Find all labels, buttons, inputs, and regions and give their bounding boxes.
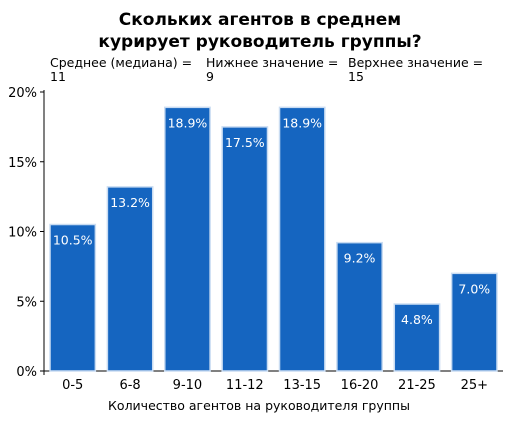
bar <box>49 223 97 372</box>
x-tick-label: 25+ <box>461 378 488 393</box>
stat-upper: Верхнее значение = 15 <box>348 56 483 84</box>
y-tick-label: 20% <box>8 86 37 101</box>
y-tick-label: 0% <box>16 365 37 380</box>
stat-upper-label: Верхнее значение = <box>348 55 484 70</box>
chart-title-line-1: Скольких агентов в среднем <box>118 10 402 30</box>
bar-value-label: 18.9% <box>282 115 322 130</box>
stat-upper-value: 15 <box>348 69 364 84</box>
stat-lower-value: 9 <box>206 69 214 84</box>
y-tick-label: 15% <box>8 156 37 171</box>
chart-title-line-2: курирует руководитель группы? <box>98 32 422 52</box>
bar-value-label: 9.2% <box>344 251 376 266</box>
y-tick-label: 10% <box>8 226 37 241</box>
stat-median-label: Среднее (медиана) = <box>50 55 193 70</box>
bar-value-label: 10.5% <box>53 233 93 248</box>
stat-median: Среднее (медиана) = 11 <box>50 56 192 84</box>
bar <box>106 186 154 372</box>
bar-value-label: 18.9% <box>168 115 208 130</box>
bar-value-label: 4.8% <box>401 312 433 327</box>
x-tick-label: 13-15 <box>283 378 321 393</box>
bar <box>393 303 441 372</box>
x-tick-label: 9-10 <box>173 378 203 393</box>
bar-value-label: 7.0% <box>458 281 490 296</box>
x-tick-label: 0-5 <box>62 378 83 393</box>
bar-value-label: 17.5% <box>225 135 265 150</box>
bar <box>164 106 211 372</box>
bar <box>336 241 383 372</box>
stat-lower-label: Нижнее значение = <box>206 55 339 70</box>
stat-lower: Нижнее значение = 9 <box>206 56 338 84</box>
x-axis-title: Количество агентов на руководителя групп… <box>108 398 410 413</box>
y-tick-label: 5% <box>16 295 37 310</box>
stat-median-value: 11 <box>50 69 66 84</box>
bar <box>278 106 326 372</box>
x-tick-label: 6-8 <box>119 378 140 393</box>
bar <box>450 272 498 372</box>
bar <box>221 126 269 372</box>
x-tick-label: 11-12 <box>226 378 264 393</box>
bar-value-label: 13.2% <box>110 195 150 210</box>
chart-title: Скольких агентов в среднем курирует руко… <box>80 9 440 53</box>
x-tick-label: 21-25 <box>398 378 436 393</box>
x-tick-label: 16-20 <box>341 378 379 393</box>
